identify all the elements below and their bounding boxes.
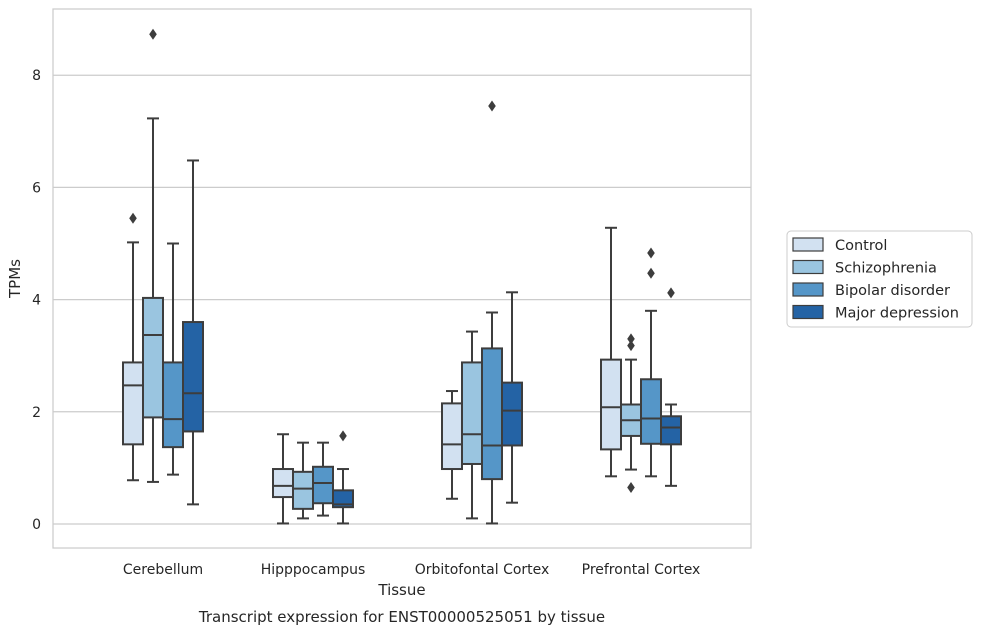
box-1-2 [312,441,334,517]
y-tick-label: 8 [32,68,41,84]
x-tick-label: Cerebellum [123,562,203,578]
box-iqr [660,415,682,446]
box-iqr [600,358,622,451]
y-axis: 0 2 4 6 8 [32,68,41,533]
box-0-2 [162,242,184,476]
box-1-3 [332,430,354,525]
y-tick-label: 2 [32,405,41,421]
y-tick-label: 4 [32,293,41,309]
box-3-2 [640,247,662,478]
box-1-0 [272,433,294,525]
outlier-point [667,287,675,299]
box-iqr [640,378,662,445]
box-2-3 [501,291,523,504]
legend-label: Bipolar disorder [835,283,950,299]
x-axis-title: Tissue [377,581,425,599]
legend-swatch [792,304,824,320]
x-tick-label: Orbitofontal Cortex [415,562,550,578]
box-0-1 [142,28,164,483]
legend-swatch [792,237,824,252]
plot-frame [52,8,752,549]
box-iqr [162,361,184,449]
y-axis-title: TPMs [6,259,24,299]
legend: Control Schizophrenia Bipolar disorder Majo… [786,230,973,328]
outlier-point [647,247,655,259]
box-iqr [182,321,204,433]
legend-label: Major depression [835,306,959,322]
box-iqr [312,465,334,505]
x-tick-label: Prefrontal Cortex [582,562,701,578]
box-groups [122,28,682,525]
box-iqr [461,361,483,465]
box-0-3 [182,159,204,506]
box-iqr [332,489,354,509]
y-tick-label: 0 [32,517,41,533]
legend-swatch [792,282,824,297]
box-iqr [501,381,523,447]
box-3-3 [660,287,682,487]
box-iqr [122,361,144,446]
outlier-point [488,100,496,112]
outlier-point [339,430,347,442]
outlier-point [627,340,635,352]
box-iqr [441,402,463,471]
legend-label: Control [835,238,887,254]
legend-box [786,230,973,328]
box-iqr [481,347,503,481]
plot-area [53,9,751,548]
y-tick-label: 6 [32,180,41,196]
box-iqr [272,468,294,499]
outlier-point [647,267,655,279]
box-3-1 [620,333,642,494]
box-iqr [292,470,314,510]
legend-label: Schizophrenia [835,261,937,277]
legend-swatch [792,259,824,275]
outlier-point [627,482,635,494]
x-tick-label: Hipppocampus [261,562,366,578]
x-axis: Cerebellum Hipppocampus Orbitofontal Corte… [123,562,700,578]
chart-title: Transcript expression for ENST0000052505… [198,608,605,626]
outlier-point [627,333,635,345]
outlier-point [149,28,157,40]
box-3-0 [600,226,622,478]
box-iqr [142,296,164,419]
outlier-point [129,212,137,224]
box-1-1 [292,441,314,520]
box-2-1 [461,330,483,520]
